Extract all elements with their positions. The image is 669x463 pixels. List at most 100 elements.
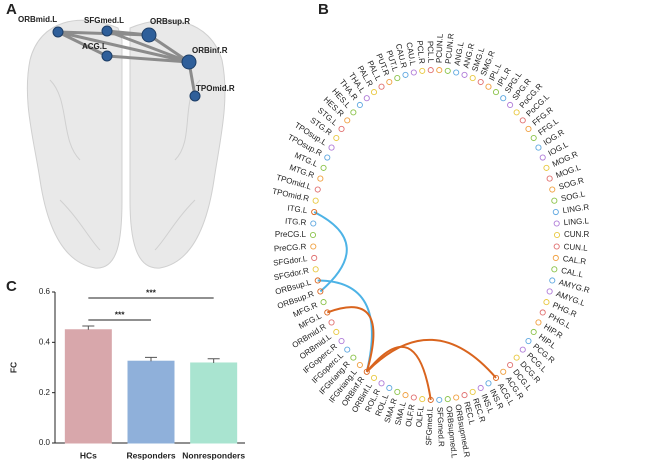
region-node [344, 346, 351, 353]
region-node [310, 220, 317, 227]
region-node [312, 266, 319, 273]
region-node [549, 277, 556, 284]
region-node [485, 380, 492, 387]
region-node [350, 109, 357, 116]
region-node [311, 208, 318, 216]
region-label: OLF.R [404, 403, 417, 427]
region-node [344, 117, 351, 124]
brain-node-label: ORBsup.R [150, 17, 190, 26]
region-node [444, 396, 451, 403]
region-node [427, 67, 434, 74]
panel-label: C [6, 278, 17, 295]
region-label: PCL.L [426, 41, 436, 64]
region-node [553, 231, 561, 239]
region-node [530, 328, 537, 336]
region-node [324, 154, 331, 161]
region-node [370, 374, 378, 381]
region-node [539, 154, 546, 161]
region-node [356, 101, 363, 109]
x-tick-label: HCs [80, 450, 97, 460]
brain-node-label: ORBmid.L [18, 15, 57, 24]
region-node [543, 299, 550, 306]
region-node [320, 164, 327, 171]
region-node [363, 95, 370, 102]
region-node [333, 328, 340, 336]
region-node [410, 394, 417, 401]
region-node [469, 388, 476, 395]
region-node [519, 117, 526, 124]
region-node [363, 368, 370, 375]
region-node [485, 83, 492, 90]
region-node [500, 95, 507, 102]
region-node [314, 277, 321, 284]
region-node [513, 109, 520, 116]
region-label: CAU.L [404, 42, 417, 67]
region-label: PreCG.L [275, 230, 307, 239]
region-label: SOG.L [560, 189, 586, 203]
region-node [552, 208, 559, 216]
region-label: SFGdor.L [273, 254, 309, 268]
significance-label: *** [115, 309, 126, 319]
connection [326, 306, 375, 373]
region-label: SFGmed.R [435, 407, 445, 448]
region-node [394, 75, 401, 82]
region-node [378, 380, 385, 387]
sulci [49, 79, 201, 251]
region-node [553, 243, 560, 250]
error-bar [145, 356, 157, 362]
region-node [546, 288, 553, 295]
region-node [436, 396, 443, 403]
brain-render [26, 19, 226, 269]
region-node [419, 396, 426, 403]
right-hemisphere [129, 19, 226, 269]
brain-node [101, 50, 113, 62]
region-node [312, 197, 319, 204]
region-node [552, 254, 559, 262]
region-node [338, 338, 345, 345]
brain-edge [147, 33, 191, 64]
region-node [551, 266, 558, 273]
brain-edge [56, 30, 109, 58]
brain-node [52, 26, 64, 38]
region-node [317, 288, 324, 295]
region-label: CUN.R [564, 230, 590, 239]
region-node [543, 164, 550, 171]
y-tick-label: 0.4 [39, 337, 51, 346]
region-node [492, 374, 500, 381]
region-node [320, 299, 327, 306]
error-bar [82, 325, 95, 330]
region-node [328, 319, 335, 326]
region-node [553, 220, 560, 227]
region-label: PCL.R [415, 40, 426, 65]
region-node [311, 254, 318, 262]
region-node [410, 69, 417, 76]
bar [64, 329, 112, 444]
region-node [378, 83, 385, 90]
region-label: LING.L [563, 216, 589, 227]
region-node [436, 67, 443, 74]
region-node [356, 361, 363, 369]
connection [366, 338, 497, 379]
region-node [309, 231, 317, 239]
region-node [314, 186, 321, 193]
panel-label: A [6, 1, 17, 18]
brain-node [101, 25, 113, 37]
region-node [469, 75, 476, 82]
error-bar [207, 358, 220, 363]
left-hemisphere [26, 19, 123, 269]
region-label: CUN.L [563, 242, 588, 253]
y-tick-label: 0.6 [39, 287, 51, 296]
region-node [546, 175, 553, 182]
region-node [519, 346, 526, 353]
brain-node-label: SFGmed.L [84, 16, 124, 25]
region-node [461, 71, 468, 78]
region-node [477, 78, 484, 86]
region-node [513, 354, 520, 361]
x-tick-label: Responders [126, 450, 175, 460]
connection [317, 279, 373, 373]
region-node [386, 78, 393, 86]
region-node [507, 101, 514, 109]
region-node [444, 67, 451, 74]
region-node [427, 396, 434, 403]
